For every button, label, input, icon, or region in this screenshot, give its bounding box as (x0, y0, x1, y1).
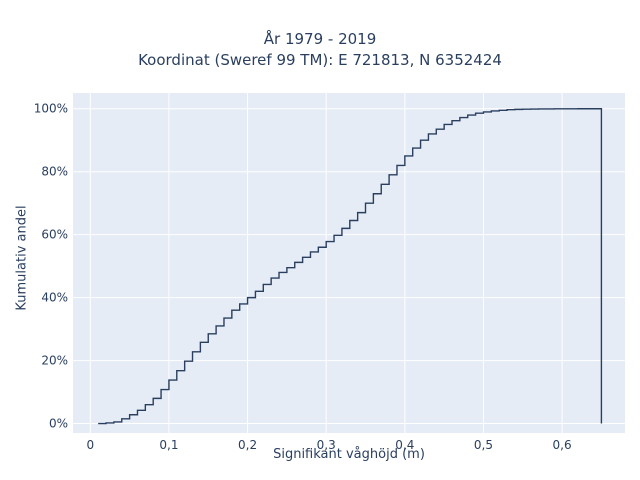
x-tick-label: 0,5 (474, 438, 493, 452)
x-tick-label: 0,2 (238, 438, 257, 452)
tick-labels: 0 0,1 0,2 0,3 0,4 0,5 0,6 0% 20% 40% 60% 80% 100% (34, 102, 572, 452)
x-tick-label: 0,3 (317, 438, 336, 452)
y-tick-label: 60% (41, 228, 68, 242)
x-axis-label: Signifikant våghöjd (m) (273, 447, 425, 462)
y-tick-label: 20% (41, 354, 68, 368)
y-tick-label: 80% (41, 165, 68, 179)
chart-title-line-1: År 1979 - 2019 (263, 30, 377, 48)
y-tick-label: 100% (34, 102, 68, 116)
y-tick-label: 40% (41, 291, 68, 305)
x-tick-label: 0 (86, 438, 94, 452)
x-tick-label: 0,4 (395, 438, 414, 452)
plot-background (73, 93, 625, 433)
y-tick-label: 0% (49, 417, 68, 431)
y-axis-label: Kumulativ andel (14, 205, 30, 311)
x-tick-label: 0,6 (553, 438, 572, 452)
x-tick-label: 0,1 (159, 438, 178, 452)
grid-layer (73, 93, 625, 433)
chart-title-line-2: Koordinat (Sweref 99 TM): E 721813, N 63… (138, 51, 502, 69)
ecdf-step-line (98, 108, 603, 425)
